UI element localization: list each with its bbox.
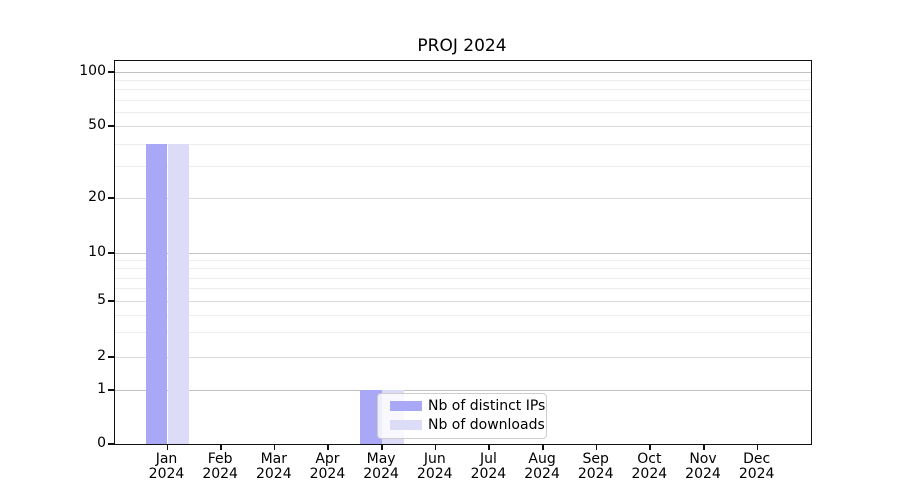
y-gridline-minor-90 — [115, 80, 811, 82]
x-tick-label-jan: Jan 2024 — [148, 451, 185, 482]
x-tick-mark-mar — [273, 444, 276, 450]
y-gridline-2 — [115, 357, 811, 358]
y-gridline-1 — [115, 390, 811, 391]
x-tick-mark-jun — [434, 444, 437, 450]
y-tick-mark-0 — [108, 443, 114, 445]
y-tick-mark-2 — [108, 356, 114, 358]
x-tick-mark-nov — [703, 444, 705, 450]
y-tick-mark-5 — [108, 300, 114, 302]
y-gridline-minor-8 — [115, 268, 811, 270]
legend-label-distinct-ips: Nb of distinct IPs — [428, 398, 546, 414]
bar-jan-distinct-ips — [145, 143, 168, 444]
legend-swatch-distinct-ips — [390, 401, 422, 411]
y-tick-mark-100 — [108, 71, 114, 73]
y-gridline-minor-70 — [115, 99, 811, 101]
y-tick-mark-20 — [108, 197, 114, 199]
x-tick-label-mar: Mar 2024 — [255, 451, 292, 482]
x-tick-label-may: May 2024 — [363, 451, 399, 482]
y-gridline-minor-60 — [115, 111, 811, 113]
x-tick-label-oct: Oct 2024 — [631, 451, 668, 482]
y-tick-mark-50 — [108, 125, 114, 127]
y-tick-label-100: 100 — [79, 63, 106, 79]
y-tick-label-5: 5 — [97, 292, 106, 308]
y-tick-label-1: 1 — [97, 381, 106, 397]
y-gridline-minor-3 — [115, 332, 811, 334]
y-tick-label-10: 10 — [88, 244, 106, 260]
legend-label-downloads: Nb of downloads — [428, 417, 545, 433]
y-tick-label-2: 2 — [97, 348, 106, 364]
x-tick-mark-sep — [595, 444, 598, 450]
legend-row-distinct-ips: Nb of distinct IPs — [378, 398, 546, 414]
x-tick-mark-oct — [649, 444, 651, 450]
x-tick-mark-aug — [542, 444, 544, 450]
x-tick-label-nov: Nov 2024 — [685, 451, 721, 482]
legend-swatch-downloads — [390, 420, 422, 430]
x-tick-label-sep: Sep 2024 — [577, 451, 614, 482]
y-gridline-minor-9 — [115, 260, 811, 262]
x-tick-mark-dec — [756, 444, 759, 450]
y-gridline-minor-6 — [115, 288, 811, 290]
x-tick-label-jul: Jul 2024 — [470, 451, 507, 482]
x-tick-mark-jul — [488, 444, 490, 450]
x-tick-label-aug: Aug 2024 — [524, 451, 560, 482]
y-gridline-minor-80 — [115, 89, 811, 91]
y-gridline-minor-7 — [115, 277, 811, 279]
x-tick-label-dec: Dec 2024 — [738, 451, 775, 482]
y-tick-label-20: 20 — [88, 189, 106, 205]
y-gridline-20 — [115, 198, 811, 199]
y-gridline-50 — [115, 126, 811, 127]
y-tick-label-50: 50 — [88, 117, 106, 133]
y-gridline-minor-30 — [115, 166, 811, 168]
x-tick-label-apr: Apr 2024 — [309, 451, 346, 482]
bar-jan-downloads — [167, 143, 190, 444]
x-tick-mark-may — [381, 444, 383, 450]
y-gridline-minor-4 — [115, 314, 811, 316]
bar-may-distinct-ips — [360, 390, 383, 444]
x-tick-mark-apr — [327, 444, 329, 450]
y-gridline-10 — [115, 253, 811, 254]
legend-row-downloads: Nb of downloads — [378, 417, 546, 433]
y-tick-mark-1 — [108, 389, 114, 391]
x-tick-label-feb: Feb 2024 — [202, 451, 238, 482]
x-tick-label-jun: Jun 2024 — [416, 451, 453, 482]
chart-title: PROJ 2024 — [417, 36, 507, 56]
y-tick-label-0: 0 — [97, 435, 106, 451]
y-gridline-100 — [115, 72, 811, 73]
y-gridline-5 — [115, 301, 811, 302]
plot-area — [114, 60, 812, 445]
y-tick-mark-10 — [108, 252, 114, 254]
y-gridline-minor-40 — [115, 143, 811, 145]
legend: Nb of distinct IPs Nb of downloads — [377, 393, 547, 439]
x-tick-mark-jan — [166, 444, 168, 450]
x-tick-mark-feb — [220, 444, 222, 450]
